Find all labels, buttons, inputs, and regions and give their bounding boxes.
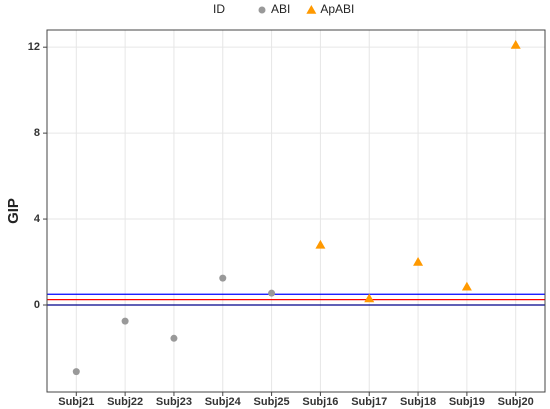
x-tick-label: Subj23 [156, 396, 192, 408]
x-tick-label: Subj19 [449, 396, 485, 408]
legend-marker [258, 6, 266, 14]
legend-marker [306, 5, 317, 14]
point [510, 40, 521, 49]
grid [47, 30, 545, 392]
legend-label: ApABI [320, 2, 354, 16]
x-tick-label: Subj24 [205, 396, 242, 408]
point [219, 274, 227, 282]
point [268, 289, 276, 297]
x-tick-label: Subj22 [107, 396, 143, 408]
point [364, 293, 375, 303]
x-tick-label: Subj18 [400, 396, 436, 408]
plot-area [47, 40, 545, 376]
point [413, 257, 424, 266]
x-tick-label: Subj21 [58, 396, 94, 408]
y-tick-label: 4 [34, 213, 41, 225]
point [170, 334, 178, 342]
point [121, 317, 129, 325]
point [315, 239, 326, 249]
x-tick-label: Subj25 [254, 396, 290, 408]
y-tick-label: 12 [28, 41, 40, 53]
panel [47, 30, 545, 392]
point [72, 368, 80, 376]
legend-label: ABI [271, 2, 290, 16]
x-tick-label: Subj20 [498, 396, 534, 408]
y-tick-label: 8 [34, 127, 40, 139]
y-axis-title: GIP [5, 198, 22, 224]
x-tick-label: Subj17 [351, 396, 387, 408]
panel-border [46, 29, 546, 393]
x-tick-label: Subj16 [302, 396, 338, 408]
y-tick-label: 0 [34, 299, 40, 311]
legend-title: ID [213, 2, 225, 16]
point [461, 281, 472, 291]
